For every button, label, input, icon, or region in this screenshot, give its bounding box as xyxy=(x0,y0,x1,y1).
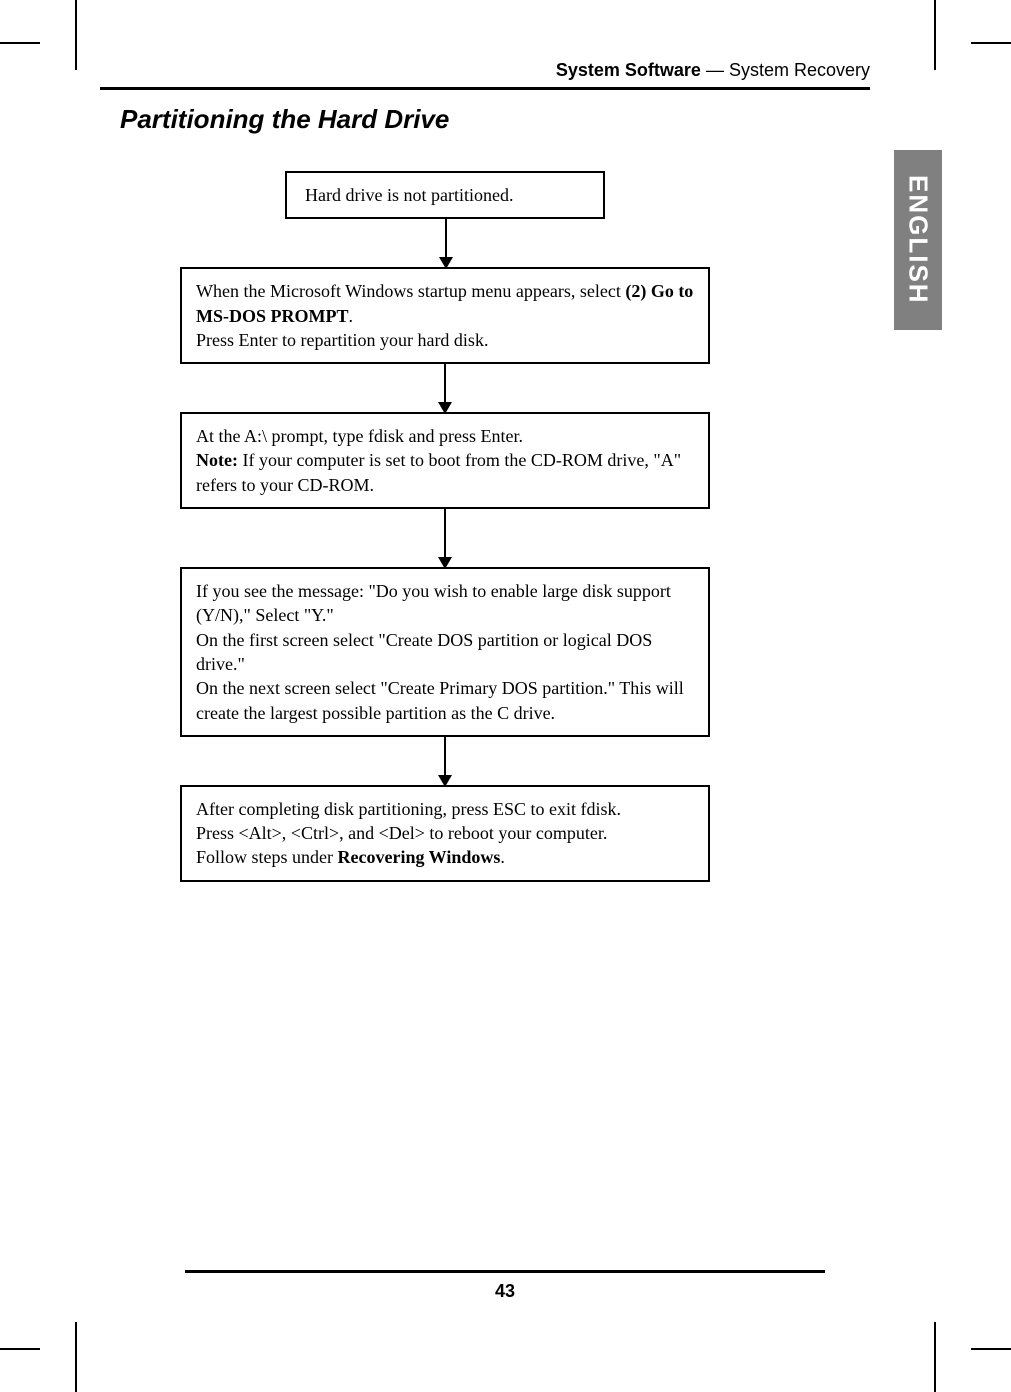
flow-box-start: Hard drive is not partitioned. xyxy=(285,171,605,219)
page-number: 43 xyxy=(100,1281,910,1302)
flow-box-3: If you see the message: "Do you wish to … xyxy=(180,567,710,737)
page-footer: 43 xyxy=(100,1270,910,1302)
box1-line2: Press Enter to repartition your hard dis… xyxy=(196,330,488,350)
box2-line2: If your computer is set to boot from the… xyxy=(196,450,681,494)
running-header: System Software — System Recovery xyxy=(100,60,910,87)
crop-tr-v xyxy=(934,0,936,70)
box3-p3: On the next screen select "Create Primar… xyxy=(196,678,684,722)
crop-tr-h xyxy=(971,42,1011,44)
flow-box-4: After completing disk partitioning, pres… xyxy=(180,785,710,882)
box4-p1: After completing disk partitioning, pres… xyxy=(196,799,621,819)
flow-arrow-3 xyxy=(180,509,710,567)
box4-p3a: Follow steps under xyxy=(196,847,338,867)
crop-bl-v xyxy=(75,1322,77,1392)
page-content: ENGLISH System Software — System Recover… xyxy=(100,60,910,1330)
box1-text-b: . xyxy=(349,306,354,326)
crop-br-h xyxy=(971,1348,1011,1350)
header-sep: — xyxy=(701,60,729,80)
box4-p3b: . xyxy=(500,847,505,867)
flow-box-2: At the A:\ prompt, type fdisk and press … xyxy=(180,412,710,509)
box3-p1: If you see the message: "Do you wish to … xyxy=(196,581,671,625)
language-tab: ENGLISH xyxy=(894,150,942,330)
crop-tl-v xyxy=(75,0,77,70)
footer-rule xyxy=(185,1270,825,1273)
header-bold: System Software xyxy=(556,60,701,80)
crop-bl-h xyxy=(0,1348,40,1350)
flow-box-1: When the Microsoft Windows startup menu … xyxy=(180,267,710,364)
crop-tl-h xyxy=(0,42,40,44)
box2-line1: At the A:\ prompt, type fdisk and press … xyxy=(196,426,523,446)
box1-text-a: When the Microsoft Windows startup menu … xyxy=(196,281,625,301)
header-rule xyxy=(100,87,870,90)
box2-bold: Note: xyxy=(196,450,238,470)
crop-br-v xyxy=(934,1322,936,1392)
box3-p2: On the first screen select "Create DOS p… xyxy=(196,630,652,674)
flow-arrow-2 xyxy=(180,364,710,412)
flow-arrow-4 xyxy=(180,737,710,785)
flow-arrow-1 xyxy=(180,219,710,267)
box4-p2: Press <Alt>, <Ctrl>, and <Del> to reboot… xyxy=(196,823,607,843)
box4-p3bold: Recovering Windows xyxy=(338,847,501,867)
flowchart: Hard drive is not partitioned. When the … xyxy=(180,171,710,882)
section-title: Partitioning the Hard Drive xyxy=(120,104,910,135)
header-rest: System Recovery xyxy=(729,60,870,80)
language-tab-label: ENGLISH xyxy=(903,175,934,305)
flow-box-start-text: Hard drive is not partitioned. xyxy=(305,185,513,205)
